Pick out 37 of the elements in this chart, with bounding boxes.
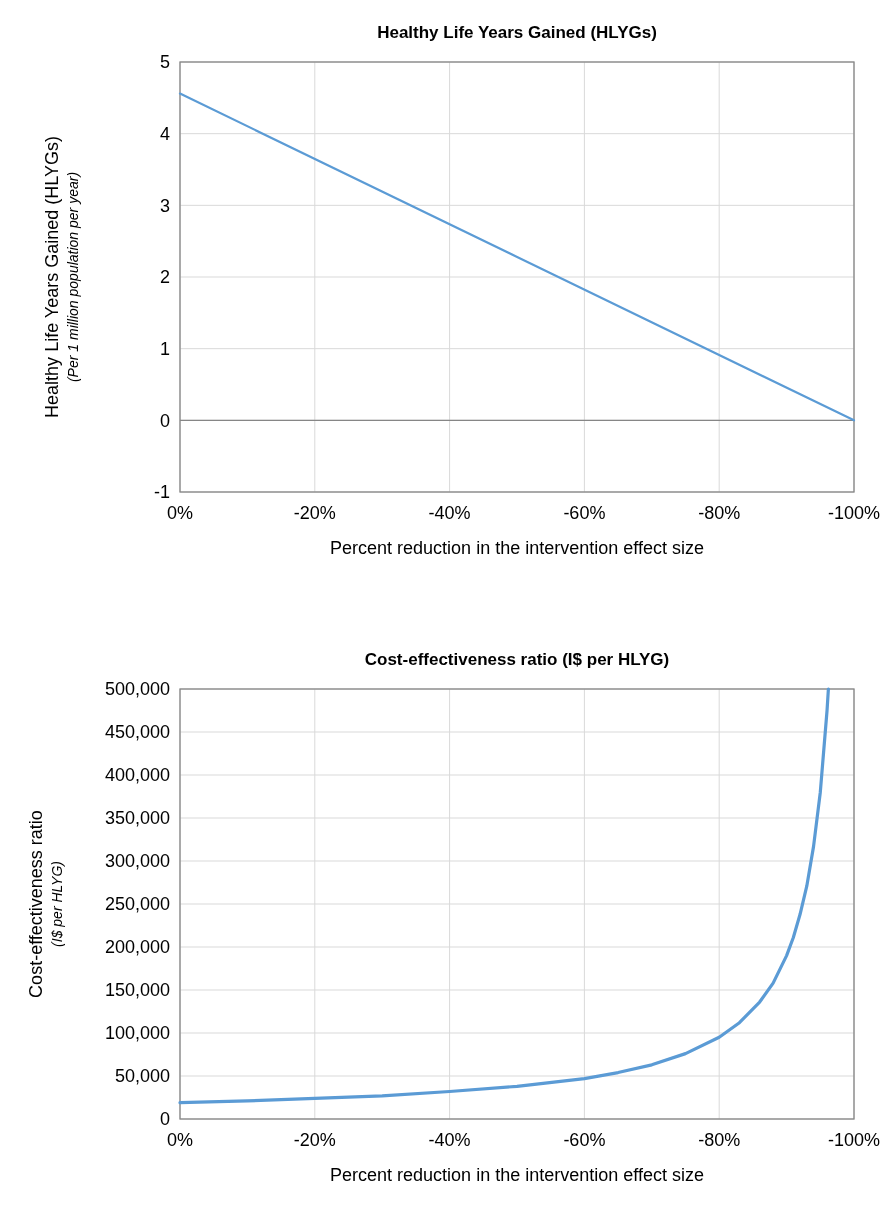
x-axis-title: Percent reduction in the intervention effect size <box>330 1165 704 1185</box>
x-tick-label: -80% <box>698 503 741 523</box>
y-tick-label: 2 <box>159 267 170 288</box>
y-tick-label: 200,000 <box>104 937 170 958</box>
y-tick-label: 500,000 <box>104 679 170 700</box>
x-tick-label: -60% <box>563 503 606 523</box>
y-axis-title: Healthy Life Years Gained (HLYGs) (Per 1 million population per year) <box>42 136 81 418</box>
x-tick-label: 0% <box>166 1130 194 1150</box>
x-tick-label: -100% <box>827 503 881 523</box>
x-tick-label: -40% <box>428 503 471 523</box>
y-tick-label: 3 <box>159 195 170 216</box>
y-tick-label: 250,000 <box>104 894 170 915</box>
x-tick-label: 0% <box>166 503 194 523</box>
chart-title: Healthy Life Years Gained (HLYGs) <box>377 23 657 42</box>
x-tick-label: -20% <box>293 503 336 523</box>
y-tick-label: 0 <box>159 410 170 431</box>
y-tick-label: 450,000 <box>104 722 170 743</box>
y-tick-label: 350,000 <box>104 808 170 829</box>
y-tick-label: 400,000 <box>104 765 170 786</box>
x-tick-label: -20% <box>293 1130 336 1150</box>
y-tick-label: 50,000 <box>114 1066 170 1087</box>
y-tick-label: -1 <box>153 482 170 503</box>
y-tick-label: 5 <box>159 52 170 73</box>
y-tick-label: 4 <box>159 123 170 144</box>
y-tick-label: 0 <box>159 1109 170 1130</box>
x-tick-label: -60% <box>563 1130 606 1150</box>
line-series <box>178 687 830 1105</box>
y-axis-title: Cost-effectiveness ratio (I$ per HLYG) <box>26 810 65 998</box>
x-tick-label: -100% <box>827 1130 881 1150</box>
x-axis-title: Percent reduction in the intervention effect size <box>330 538 704 558</box>
y-tick-label: 1 <box>159 338 170 359</box>
y-tick-label: 100,000 <box>104 1023 170 1044</box>
y-tick-label: 150,000 <box>104 980 170 1001</box>
x-tick-label: -80% <box>698 1130 741 1150</box>
x-tick-label: -40% <box>428 1130 471 1150</box>
chart-title: Cost-effectiveness ratio (I$ per HLYG) <box>364 650 670 669</box>
y-tick-label: 300,000 <box>104 851 170 872</box>
